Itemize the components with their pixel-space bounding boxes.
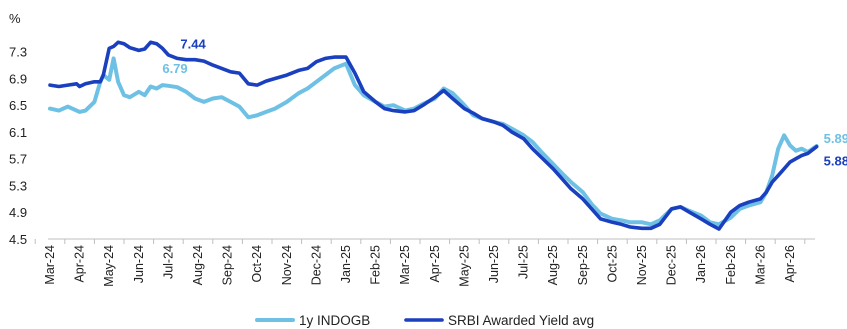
data-labels: 7.44 6.79 5.89 5.88 — [162, 36, 847, 168]
x-tick-label: Sep-25 — [576, 245, 590, 285]
y-tick-label: 6.9 — [9, 71, 27, 86]
x-tick-label: Jan-25 — [339, 245, 353, 283]
x-tick-label: Feb-25 — [369, 245, 383, 285]
x-tick-label: Nov-24 — [280, 245, 294, 285]
x-tick-label: Apr-25 — [428, 245, 442, 283]
x-tick-label: Feb-26 — [724, 245, 738, 285]
x-tick-label: Nov-25 — [635, 245, 649, 285]
x-tick-label: Dec-25 — [665, 245, 679, 285]
data-label: 5.89 — [824, 131, 847, 146]
legend-label-1: 1y INDOGB — [299, 313, 370, 328]
y-tick-label: 4.9 — [9, 205, 27, 220]
x-tick-label: Jun-24 — [132, 245, 146, 283]
y-axis-ticks: 7.3 6.9 6.5 6.1 5.7 5.3 4.9 4.5 — [9, 45, 27, 247]
x-tick-label: Aug-24 — [191, 245, 205, 285]
x-tick-label: May-25 — [457, 245, 471, 287]
x-tick-label: Sep-24 — [221, 245, 235, 285]
series-line-2 — [48, 40, 819, 231]
data-label: 7.44 — [180, 36, 206, 51]
legend: 1y INDOGB SRBI Awarded Yield avg — [255, 313, 594, 328]
x-tick-label: Oct-24 — [250, 245, 264, 283]
x-tick-label: Apr-26 — [783, 245, 797, 283]
x-tick-label: Jul-24 — [161, 245, 175, 279]
x-tick-label: Jun-25 — [487, 245, 501, 283]
x-tick-label: Mar-25 — [398, 245, 412, 285]
x-tick-label: Mar-26 — [753, 245, 767, 285]
x-tick-label: Dec-24 — [309, 245, 323, 285]
x-tick-label: Apr-24 — [73, 245, 87, 283]
x-tick-label: Aug-25 — [546, 245, 560, 285]
y-tick-label: 5.3 — [9, 178, 27, 193]
y-tick-label: 7.3 — [9, 45, 27, 60]
legend-label-2: SRBI Awarded Yield avg — [448, 313, 594, 328]
y-tick-label: 6.1 — [9, 125, 27, 140]
x-tick-label: May-24 — [102, 245, 116, 287]
y-tick-label: 4.5 — [9, 232, 27, 247]
x-tick-label: Jul-25 — [517, 245, 531, 279]
series-line-1 — [48, 56, 819, 227]
y-tick-label: 5.7 — [9, 152, 27, 167]
x-tick-label: Mar-24 — [43, 245, 57, 285]
x-axis: Mar-24 Apr-24 May-24 Jun-24 Jul-24 Aug-24 Sep-… — [34, 238, 815, 287]
x-tick-label: Jan-26 — [694, 245, 708, 283]
y-axis-unit-label: % — [9, 11, 21, 26]
data-label: 6.79 — [162, 61, 187, 76]
data-label: 5.88 — [824, 154, 847, 169]
y-tick-label: 6.5 — [9, 98, 27, 113]
x-tick-label: Oct-25 — [605, 245, 619, 283]
series-lines — [48, 40, 819, 231]
